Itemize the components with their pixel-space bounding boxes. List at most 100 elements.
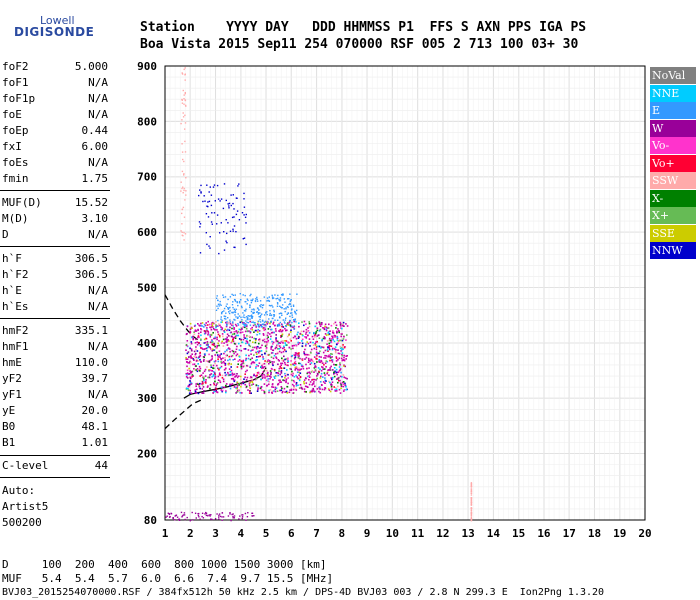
echo-point bbox=[198, 516, 200, 518]
echo-point bbox=[215, 384, 217, 387]
echo-point bbox=[291, 354, 293, 357]
echo-point bbox=[253, 309, 255, 311]
echo-point bbox=[225, 321, 227, 324]
echo-point bbox=[470, 497, 473, 499]
echo-point bbox=[225, 312, 227, 314]
echo-point bbox=[313, 390, 315, 393]
echo-point bbox=[242, 359, 245, 362]
echo-point bbox=[335, 357, 338, 360]
echo-point bbox=[343, 376, 345, 379]
trace-line bbox=[164, 294, 201, 343]
echo-point bbox=[208, 514, 210, 516]
echo-point bbox=[303, 351, 305, 353]
echo-point bbox=[216, 383, 218, 385]
echo-point bbox=[292, 347, 294, 350]
echo-point bbox=[261, 374, 264, 377]
echo-point bbox=[256, 307, 259, 309]
echo-point bbox=[298, 352, 300, 354]
echo-point bbox=[249, 358, 252, 361]
echo-point bbox=[335, 364, 338, 366]
echo-point bbox=[206, 205, 208, 207]
echo-point bbox=[186, 365, 188, 368]
echo-point bbox=[470, 483, 473, 485]
echo-point bbox=[258, 338, 261, 340]
echo-point bbox=[225, 341, 227, 343]
echo-points bbox=[165, 511, 255, 522]
echo-point bbox=[184, 518, 186, 521]
echo-point bbox=[199, 382, 201, 385]
param-value: 20.0 bbox=[81, 404, 109, 417]
echo-point bbox=[250, 362, 253, 365]
echo-point bbox=[251, 329, 254, 331]
echo-point bbox=[220, 386, 223, 389]
echo-point bbox=[289, 367, 291, 370]
echo-point bbox=[287, 335, 289, 338]
echo-point bbox=[220, 389, 222, 391]
echo-point bbox=[220, 353, 223, 355]
echo-point bbox=[263, 338, 266, 341]
echo-point bbox=[212, 322, 214, 325]
echo-point bbox=[330, 377, 332, 379]
echo-point bbox=[282, 319, 284, 321]
echo-point bbox=[186, 377, 189, 379]
echo-point bbox=[321, 366, 323, 368]
param-value: 5.000 bbox=[74, 60, 108, 73]
echo-point bbox=[231, 324, 233, 327]
echo-point bbox=[324, 354, 326, 357]
echo-point bbox=[225, 340, 228, 342]
echo-point bbox=[294, 344, 297, 347]
echo-point bbox=[251, 512, 254, 514]
echo-point bbox=[195, 383, 197, 385]
echo-point bbox=[208, 360, 211, 363]
echo-point bbox=[218, 368, 220, 371]
echo-point bbox=[197, 335, 200, 337]
echo-point bbox=[289, 300, 291, 302]
echo-point bbox=[299, 332, 301, 335]
echo-point bbox=[262, 333, 265, 335]
echo-point bbox=[274, 388, 277, 391]
x-tick-label: 18 bbox=[588, 527, 601, 540]
echo-point bbox=[261, 313, 263, 315]
echo-point bbox=[200, 331, 202, 333]
echo-point bbox=[307, 327, 309, 329]
echo-point bbox=[262, 339, 264, 342]
echo-point bbox=[287, 357, 289, 360]
echo-point bbox=[271, 331, 274, 334]
echo-point bbox=[299, 369, 301, 371]
echo-point bbox=[203, 370, 206, 373]
x-tick-label: 8 bbox=[339, 527, 346, 540]
echo-point bbox=[246, 334, 248, 337]
echo-point bbox=[231, 383, 234, 385]
echo-point bbox=[288, 321, 291, 323]
echo-point bbox=[243, 334, 245, 336]
echo-point bbox=[316, 329, 319, 332]
echo-point bbox=[210, 334, 213, 336]
echo-point bbox=[231, 327, 233, 330]
echo-point bbox=[265, 379, 268, 382]
echo-point bbox=[341, 348, 343, 351]
param-name: C-level bbox=[2, 459, 49, 472]
param-value: N/A bbox=[88, 108, 108, 121]
echo-point bbox=[268, 353, 271, 356]
echo-point bbox=[275, 340, 278, 342]
echo-point bbox=[277, 294, 279, 297]
echo-point bbox=[305, 353, 307, 356]
echo-point bbox=[327, 355, 330, 358]
echo-point bbox=[315, 348, 318, 351]
echo-point bbox=[253, 374, 255, 377]
echo-point bbox=[316, 335, 319, 337]
echo-point bbox=[272, 297, 274, 300]
echo-point bbox=[189, 370, 191, 372]
echo-point bbox=[280, 312, 282, 314]
echo-point bbox=[334, 364, 337, 366]
param-value: 6.00 bbox=[81, 140, 109, 153]
echo-point bbox=[200, 184, 202, 187]
echo-point bbox=[289, 389, 291, 391]
echo-point bbox=[228, 329, 231, 331]
echo-point bbox=[338, 388, 341, 391]
echo-point bbox=[227, 364, 230, 366]
echo-point bbox=[319, 350, 321, 353]
echo-point bbox=[262, 376, 264, 379]
echo-point bbox=[207, 201, 209, 203]
echo-point bbox=[259, 318, 261, 321]
